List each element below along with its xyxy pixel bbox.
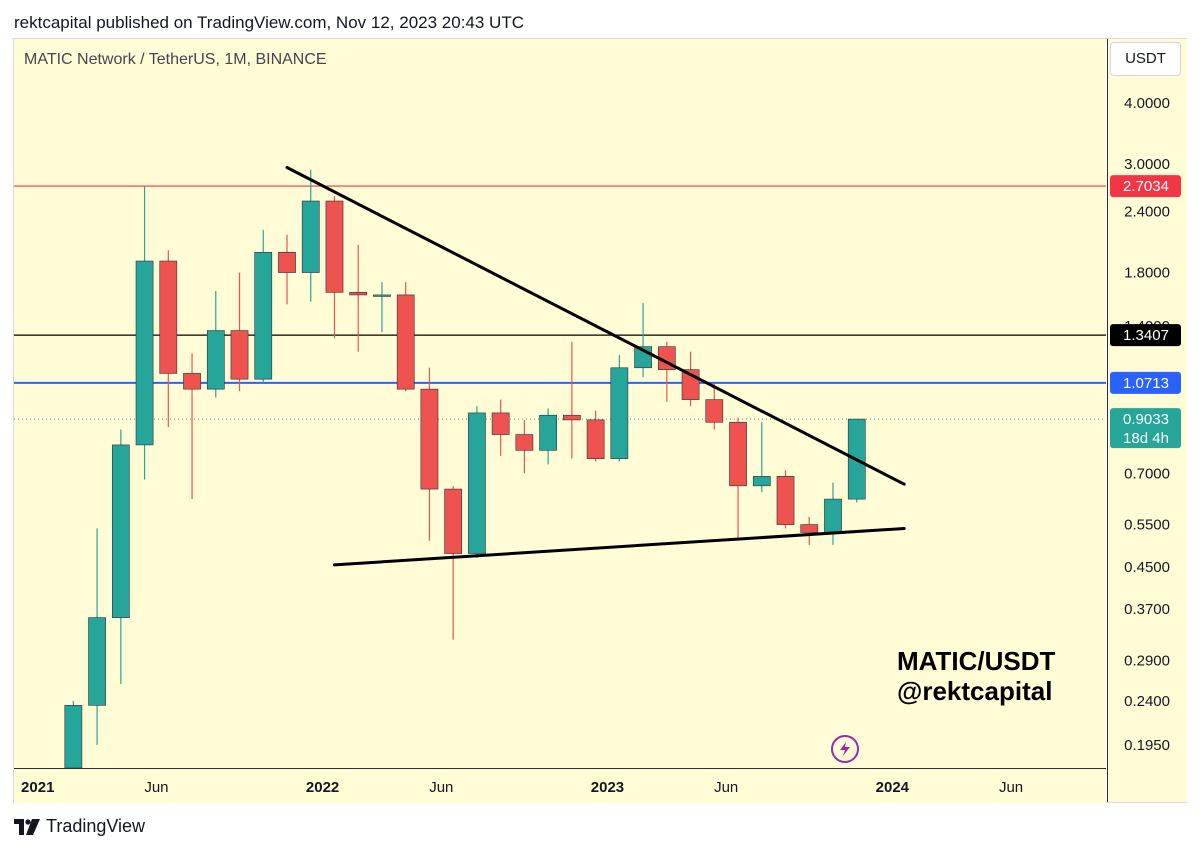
lightning-icon[interactable]	[831, 735, 859, 763]
time-tick-label: 2024	[876, 779, 910, 796]
candle-body	[610, 367, 629, 459]
trendline	[285, 166, 906, 486]
price-tick-label: 0.2900	[1124, 653, 1170, 670]
candle-body	[349, 292, 368, 296]
candle-body	[420, 388, 439, 490]
price-tick-label: 0.2400	[1124, 693, 1170, 710]
candle-body	[468, 412, 486, 554]
watermark: MATIC/USDT @rektcapital	[897, 646, 1055, 706]
candle-body	[752, 476, 771, 487]
countdown-label: 18d 4h	[1123, 430, 1169, 447]
currency-button[interactable]: USDT	[1110, 42, 1181, 76]
publisher-line: rektcapital published on TradingView.com…	[14, 13, 524, 32]
candle-body	[729, 421, 747, 487]
price-badge-label: 0.9033	[1123, 411, 1169, 428]
time-tick-label: Jun	[999, 779, 1023, 796]
time-tick-labels: 2021 Jun 2022 Jun 2023 Jun 2024 Jun	[21, 779, 1023, 796]
candle-body	[254, 251, 273, 380]
symbol-title[interactable]: MATIC Network / TetherUS, 1M, BINANCE	[24, 51, 327, 68]
candle-body	[705, 399, 724, 423]
candle-body	[278, 251, 296, 273]
candle-body	[325, 200, 344, 293]
candle-body	[111, 444, 130, 618]
price-tick-label: 4.0000	[1124, 95, 1170, 112]
price-badge	[1110, 175, 1181, 198]
candle-body	[800, 524, 819, 533]
candle-body	[301, 200, 320, 273]
watermark-pair: MATIC/USDT	[897, 646, 1056, 676]
candle-body	[586, 419, 605, 459]
time-tick-label: Jun	[429, 779, 453, 796]
time-tick-label: 2023	[591, 779, 624, 796]
candle-body	[515, 434, 534, 451]
price-tick-label: 1.8000	[1124, 265, 1170, 282]
price-tick-label: 0.5500	[1124, 517, 1170, 534]
candle-body	[396, 294, 415, 390]
tradingview-logo-icon	[14, 818, 40, 835]
price-tick-label: 2.4000	[1124, 203, 1170, 220]
candle-body	[563, 414, 581, 421]
lightning-glyph	[840, 742, 850, 756]
price-tick-labels: 4.00003.00002.40001.80001.40000.70000.55…	[1124, 95, 1170, 754]
candle-body	[776, 476, 795, 525]
price-tick-label: 0.7000	[1124, 465, 1170, 482]
levels-layer	[14, 185, 1106, 420]
price-tick-label: 0.4500	[1124, 559, 1170, 576]
candle-body	[135, 260, 154, 446]
candle-body	[88, 617, 106, 706]
time-axis[interactable]	[14, 768, 1106, 803]
footer-brand[interactable]: TradingView	[14, 816, 145, 837]
plot-area[interactable]	[14, 39, 1106, 768]
time-tick-label: Jun	[144, 779, 168, 796]
price-tick-label: 3.0000	[1124, 156, 1170, 173]
price-badge-label: 2.7034	[1123, 178, 1169, 195]
candle-body	[539, 414, 557, 451]
price-badge	[1110, 371, 1181, 394]
candle-body	[230, 330, 249, 380]
candle-body	[206, 330, 225, 390]
time-tick-label: 2021	[21, 779, 54, 796]
candle-body	[491, 412, 510, 435]
candle-body	[183, 373, 201, 390]
price-badge-label: 1.3407	[1123, 327, 1169, 344]
trendlines-layer	[285, 166, 906, 567]
watermark-author: @rektcapital	[897, 676, 1053, 706]
trendline	[332, 526, 906, 567]
candles-layer	[64, 169, 866, 769]
time-tick-label: 2022	[306, 779, 339, 796]
price-badges: 2.7034 1.3407 1.0713 0.9033 18d 4h	[1110, 175, 1181, 449]
price-tick-label: 0.1950	[1124, 737, 1170, 754]
price-badge	[1110, 408, 1181, 449]
candle-body	[159, 260, 178, 374]
candle-body	[64, 705, 83, 769]
footer-brand-label: TradingView	[46, 816, 146, 836]
candle-body	[824, 498, 842, 533]
candle-body	[444, 488, 463, 554]
price-tick-label: 0.3700	[1124, 601, 1170, 618]
time-tick-label: Jun	[714, 779, 738, 796]
price-badge	[1110, 324, 1181, 347]
candle-body	[373, 294, 391, 297]
price-badge-label: 1.0713	[1123, 375, 1169, 392]
